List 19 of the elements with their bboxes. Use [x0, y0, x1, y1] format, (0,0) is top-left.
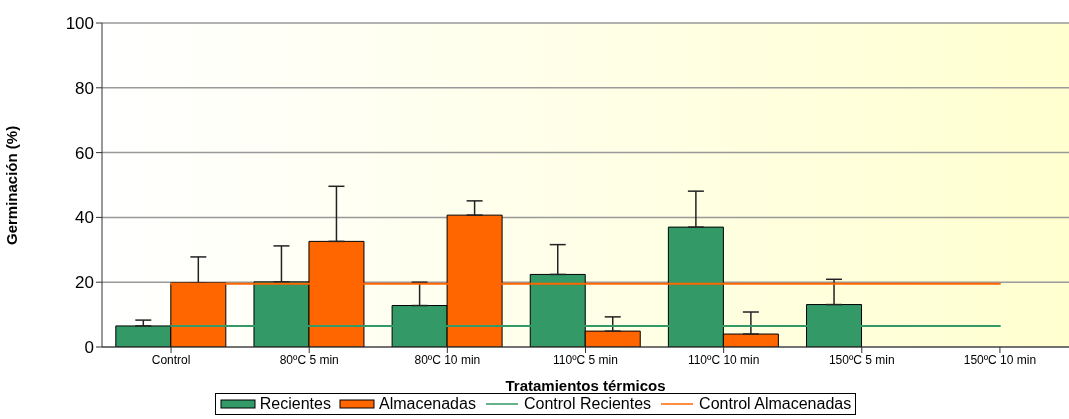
y-tick-label: 40	[75, 208, 94, 228]
y-tick-label: 80	[75, 78, 94, 98]
y-tick-label: 60	[75, 143, 94, 163]
x-axis-title: Tratamientos térmicos	[505, 377, 666, 394]
legend-label: Almacenadas	[378, 395, 476, 413]
y-tick-label: 100	[65, 14, 94, 34]
legend-label: Control Recientes	[523, 395, 652, 413]
y-tick-label: 20	[75, 273, 94, 293]
y-tick-label: 0	[84, 338, 94, 358]
x-tick-label: 150ºC 10 min	[963, 352, 1037, 367]
x-tick-label: 150ºC 5 min	[828, 352, 895, 367]
x-tick-label: Control	[151, 352, 191, 367]
x-tick-label: 80ºC 5 min	[279, 352, 339, 367]
x-tick-label: 110ºC 5 min	[553, 352, 618, 367]
legend-label: Recientes	[259, 395, 331, 413]
x-tick-label: 110ºC 10 min	[687, 352, 760, 367]
x-tick-label: 80ºC 10 min	[414, 352, 481, 367]
legend-label: Control Almacenadas	[699, 395, 852, 413]
y-axis-title: Germinación (%)	[3, 125, 21, 245]
